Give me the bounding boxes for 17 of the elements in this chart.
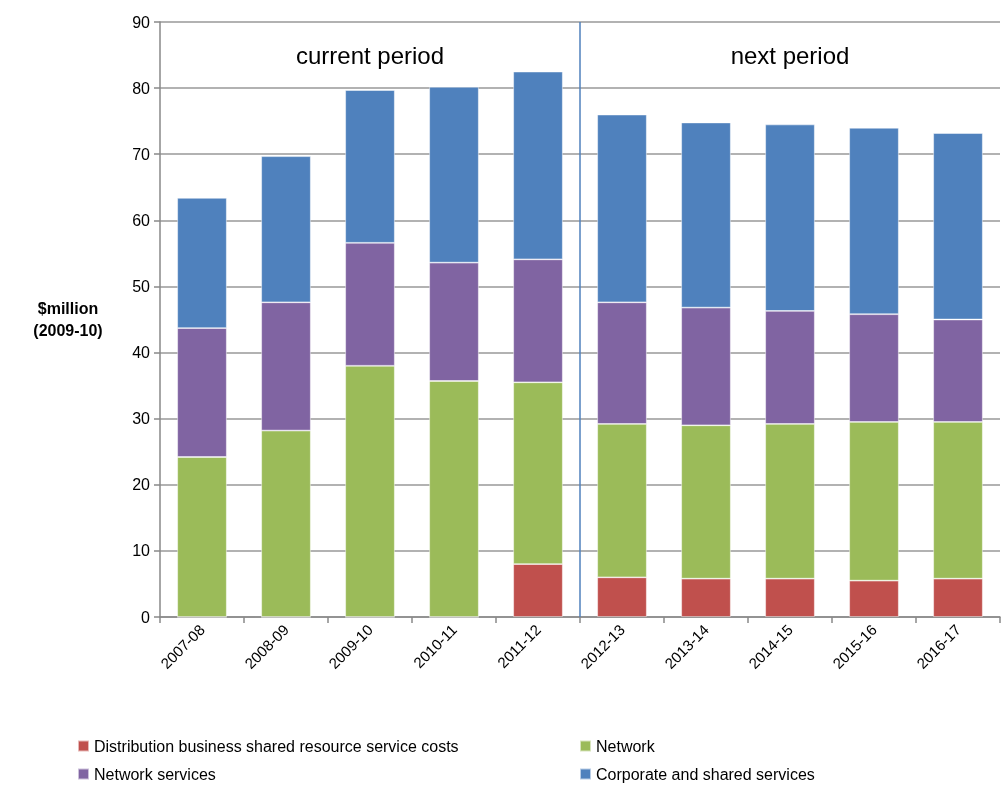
legend-label: Network <box>596 737 656 755</box>
annotation: next period <box>730 41 850 69</box>
y-tick-label: 70 <box>132 145 151 163</box>
annotation: current period <box>295 41 445 69</box>
legend-label: Network services <box>94 765 216 783</box>
y-tick-label: 50 <box>132 277 151 295</box>
legend-label: Distribution business shared resource service costs <box>94 737 459 755</box>
y-tick-label: 0 <box>141 608 151 626</box>
legend-label: Corporate and shared services <box>596 765 815 783</box>
y-tick-label: 10 <box>132 542 151 560</box>
y-tick-label: 80 <box>132 79 151 97</box>
y-tick-label: 40 <box>132 344 151 362</box>
y-tick-label: 60 <box>132 211 151 229</box>
y-tick-label: 30 <box>132 410 151 428</box>
y-axis-title: $million (2009-10) <box>33 300 103 339</box>
y-tick-label: 20 <box>132 476 151 494</box>
y-tick-label: 90 <box>132 13 151 31</box>
